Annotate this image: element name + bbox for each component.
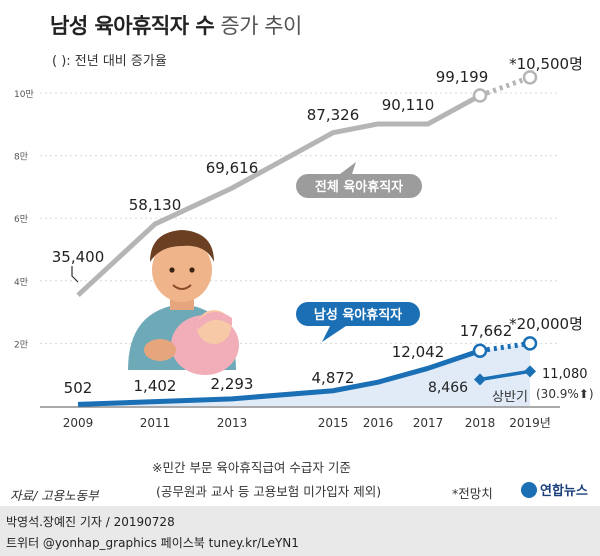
y-tick-label: 10만	[14, 89, 34, 100]
male-area-fill	[78, 343, 530, 406]
male-value-label: 2,293	[211, 375, 254, 393]
male-value-label: 4,872	[312, 369, 355, 387]
male-value-label: 502	[64, 379, 93, 397]
father-baby-illustration	[128, 230, 239, 375]
male-point-2018	[472, 343, 488, 358]
y-tick-label: 4만	[14, 277, 28, 288]
male-tag-pointer	[322, 326, 346, 342]
male-line	[77, 348, 481, 407]
male-point-2019	[522, 336, 538, 351]
half-year-line	[479, 369, 531, 382]
x-tick-label: 2016	[363, 416, 394, 430]
total-tag-text: 전체 육아휴직자	[315, 179, 403, 195]
x-tick-label: 2018	[465, 416, 496, 430]
half-year-label: 상반기	[492, 390, 528, 405]
title-sub: 증가 추이	[220, 14, 302, 38]
half-year-value-2019: 11,080	[542, 367, 588, 382]
title-main: 남성 육아휴직자 수	[50, 14, 215, 38]
half-year-value-2018: 8,466	[428, 380, 468, 396]
male-value-label: 1,402	[134, 377, 177, 395]
total-line	[76, 93, 482, 298]
credit-social: 트위터 @yonhap_graphics 페이스북 tuney.kr/LeYN1	[6, 536, 299, 550]
x-tick-label: 2019년	[509, 416, 551, 430]
series-male: 502 1,402 2,293 4,872 12,042 17,662*20,000명	[64, 315, 583, 407]
y-tick-label: 6만	[14, 214, 28, 225]
credit-bar	[0, 506, 600, 556]
grid	[40, 92, 560, 344]
total-value-label: 58,130	[129, 196, 182, 214]
x-tick-label: 2013	[217, 416, 248, 430]
yonhap-logo-text: 연합뉴스	[540, 484, 588, 499]
father-eye	[189, 267, 195, 273]
total-tag-bg	[296, 174, 422, 198]
total-value-label: 99,199	[436, 68, 489, 86]
male-tag-text: 남성 육아휴직자	[314, 307, 402, 323]
male-value-label: 12,042	[392, 343, 445, 361]
y-tick-label: 8만	[14, 152, 28, 163]
y-tick-label: 2만	[14, 339, 28, 350]
total-label-leader	[71, 266, 79, 283]
baby-hood	[197, 311, 232, 330]
male-value-label: 17,662	[460, 322, 513, 340]
half-year-growth: (30.9%⬆)	[536, 387, 594, 401]
male-tag-bg	[296, 302, 420, 326]
series-half-year: 8,466 11,080 (30.9%⬆) 상반기	[428, 365, 594, 405]
total-value-label: 35,400	[52, 248, 105, 266]
male-forecast-line	[479, 340, 531, 354]
yonhap-logo-icon	[521, 481, 537, 498]
chart-subtitle: ( ): 전년 대비 증가율	[52, 54, 167, 69]
half-year-point-2018	[474, 373, 486, 386]
total-point-2018	[472, 88, 488, 103]
footnote-exclusion: (공무원과 교사 등 고용보험 미가입자 제외)	[156, 484, 382, 499]
father-face	[152, 238, 212, 302]
x-tick-label: 2009	[63, 416, 94, 430]
father-hand	[144, 339, 176, 361]
chart-title: 남성 육아휴직자 수 증가 추이	[50, 10, 302, 40]
forecast-note: *전망치	[452, 486, 493, 501]
x-tick-label: 2011	[140, 416, 171, 430]
total-value-label: 90,110	[382, 96, 435, 114]
x-axis: 2009 2011 2013 2015 2016 2017 2018 2019년	[40, 406, 560, 430]
total-value-label: 69,616	[206, 159, 259, 177]
y-ticks: 10만 8만 6만 4만 2만	[14, 89, 34, 350]
half-year-point-2019	[524, 365, 536, 378]
yonhap-logo: 연합뉴스	[521, 480, 588, 499]
x-tick-label: 2015	[318, 416, 349, 430]
total-value-label: 87,326	[307, 106, 360, 124]
father-eye	[169, 267, 175, 273]
total-point-2019	[522, 70, 538, 85]
father-smile	[172, 284, 192, 290]
credit-reporters: 박영석.장예진 기자 / 20190728	[6, 515, 175, 529]
source-label: 자료/ 고용노동부	[10, 488, 99, 503]
male-value-label: *20,000명	[509, 315, 583, 333]
total-value-label: *10,500명	[509, 55, 583, 73]
total-tag-pointer	[340, 162, 356, 174]
father-hair	[150, 230, 214, 262]
footnote-basis: ※민간 부문 육아휴직급여 수급자 기준	[152, 460, 351, 475]
total-forecast-line	[479, 75, 531, 98]
x-tick-label: 2017	[413, 416, 444, 430]
